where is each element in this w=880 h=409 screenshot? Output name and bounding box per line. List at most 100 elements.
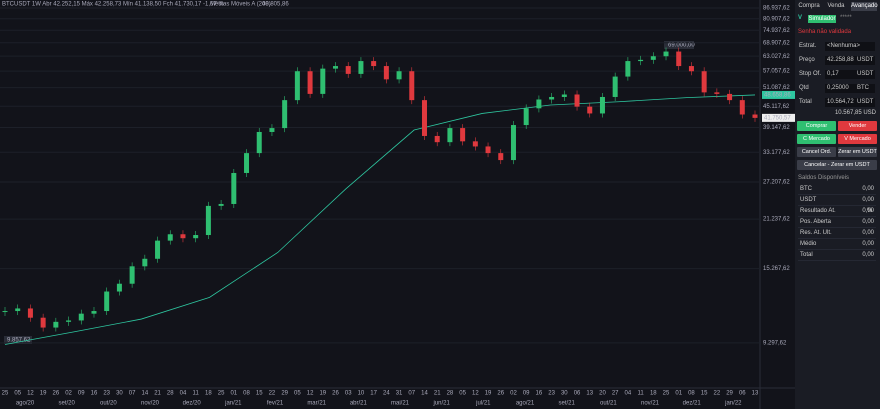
- field: Qtd 0,25000 BTC: [797, 84, 877, 93]
- candle: [409, 71, 415, 101]
- field-input[interactable]: 42.258,88: [825, 56, 875, 65]
- month-label: out/20: [100, 401, 117, 407]
- candle: [129, 266, 135, 284]
- account[interactable]: Simulador: [808, 15, 836, 23]
- zero-button[interactable]: Zerar em USDT: [838, 147, 877, 157]
- total-usd: 10.567,85 USD: [834, 110, 876, 116]
- y-tick-label: 63.027,62: [763, 54, 790, 60]
- candle: [269, 128, 275, 132]
- market-sell-button[interactable]: V Mercado: [838, 134, 877, 144]
- candle: [587, 106, 593, 114]
- month-label: out/21: [600, 401, 617, 407]
- row-value: 0,00: [862, 241, 874, 247]
- x-tick-label: 19: [319, 391, 326, 397]
- price-badge-label: 41.750,57: [764, 115, 791, 121]
- candle: [66, 320, 72, 322]
- month-label: fev/21: [267, 401, 284, 407]
- candle: [282, 100, 288, 129]
- y-tick-label: 51.087,62: [763, 85, 790, 91]
- x-tick-label: 11: [637, 391, 644, 397]
- candle: [396, 71, 402, 80]
- x-tick-label: 13: [586, 391, 593, 397]
- x-tick-label: 30: [561, 391, 568, 397]
- x-tick-label: 09: [523, 391, 530, 397]
- candle: [752, 114, 758, 118]
- x-tick-label: 12: [27, 391, 34, 397]
- field-label: Qtd: [799, 85, 809, 91]
- candle: [498, 153, 504, 161]
- tab[interactable]: Compra: [798, 3, 820, 9]
- annotation: 9.857,62: [7, 338, 31, 344]
- cancel-zero-button[interactable]: Cancelar - Zerar em USDT: [797, 160, 877, 170]
- field-input[interactable]: 0,25000: [825, 84, 875, 93]
- tab[interactable]: Avançado: [851, 2, 878, 11]
- field-input[interactable]: 0,17: [825, 70, 875, 79]
- candle: [104, 291, 110, 312]
- x-tick-label: 30: [116, 391, 123, 397]
- candle: [663, 51, 669, 57]
- x-tick-label: 29: [281, 391, 288, 397]
- tab[interactable]: Venda: [827, 3, 845, 9]
- month-label: mar/21: [307, 401, 326, 407]
- legend-text: 48.805,86: [262, 2, 289, 8]
- x-tick-label: 05: [459, 391, 466, 397]
- field-input[interactable]: <Nenhuma>: [825, 42, 875, 51]
- annotation: 69.000,00: [668, 43, 695, 49]
- x-tick-label: 21: [154, 391, 161, 397]
- x-tick-label: 09: [78, 391, 85, 397]
- x-tick-label: 04: [625, 391, 632, 397]
- annotation-box: [664, 41, 694, 49]
- candle: [218, 203, 224, 206]
- x-tick-label: 07: [408, 391, 415, 397]
- x-tick-label: 05: [14, 391, 21, 397]
- x-tick-label: 06: [574, 391, 581, 397]
- y-tick-label: 39.147,62: [763, 125, 790, 131]
- buy-button[interactable]: Comprar: [797, 121, 836, 131]
- candle: [536, 99, 542, 109]
- y-tick-label: 27.207,62: [763, 180, 790, 186]
- x-tick-label: 07: [129, 391, 136, 397]
- candle: [193, 235, 199, 239]
- y-tick-label: 57.057,62: [763, 69, 790, 75]
- chart: BTCUSDT 1W Abr 42.252,15 Máx 42.258,73 M…: [0, 0, 795, 409]
- row-label: BTC: [800, 186, 812, 192]
- candle: [231, 172, 237, 204]
- x-tick-label: 14: [141, 391, 148, 397]
- x-tick-label: 15: [256, 391, 263, 397]
- row-value: 0,00: [862, 208, 874, 214]
- x-tick-label: 18: [205, 391, 212, 397]
- x-tick-label: 22: [269, 391, 276, 397]
- month-label: set/21: [558, 401, 575, 407]
- cancel-button[interactable]: Cancel Ord.: [797, 147, 836, 157]
- candle: [485, 146, 491, 154]
- sell-button[interactable]: Vender: [838, 121, 877, 131]
- y-tick-label: 74.937,62: [763, 28, 790, 34]
- candle: [320, 68, 326, 94]
- x-tick-label: 22: [714, 391, 721, 397]
- row-label: USDT: [800, 197, 817, 203]
- candle: [155, 240, 161, 259]
- candle: [434, 135, 440, 143]
- field-input[interactable]: 10.564,72: [825, 98, 875, 107]
- candle: [15, 308, 21, 312]
- candle: [625, 61, 631, 77]
- month-label: jan/22: [724, 401, 742, 407]
- market-buy-button[interactable]: C Mercado: [797, 134, 836, 144]
- field-unit: USDT: [857, 57, 874, 63]
- candle: [727, 93, 733, 101]
- price-badge-label: 48.658,86: [764, 93, 791, 99]
- candle: [523, 108, 529, 126]
- y-tick-label: 68.907,62: [763, 40, 790, 46]
- x-tick-label: 23: [548, 391, 555, 397]
- month-label: dez/20: [183, 401, 202, 407]
- password[interactable]: *****: [840, 15, 852, 21]
- x-tick-label: 24: [383, 391, 390, 397]
- y-tick-label: 21.237,62: [763, 217, 790, 223]
- x-tick-label: 10: [358, 391, 365, 397]
- legend-text: BTCUSDT 1W Abr 42.252,15 Máx 42.258,73 M…: [2, 2, 224, 8]
- x-tick-label: 02: [65, 391, 72, 397]
- candle: [510, 125, 516, 161]
- candle: [638, 59, 644, 62]
- x-tick-label: 05: [294, 391, 301, 397]
